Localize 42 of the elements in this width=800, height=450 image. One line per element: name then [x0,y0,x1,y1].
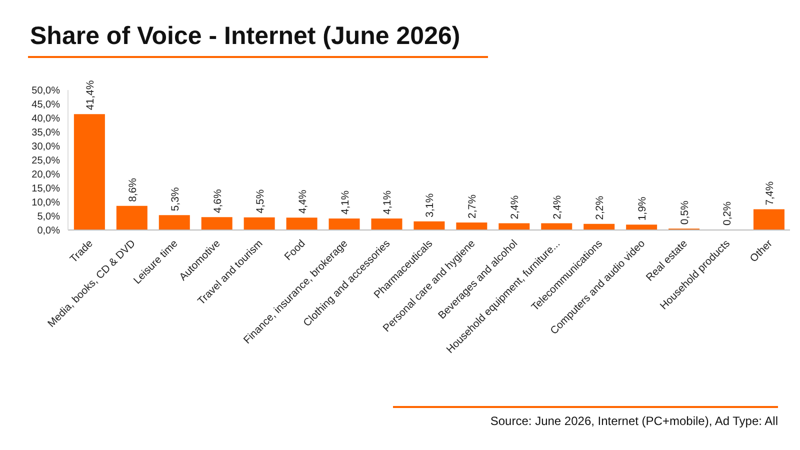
y-tick-label: 0,0% [37,226,60,237]
y-tick-label: 5,0% [37,212,60,223]
bar [753,209,784,230]
source-note: Source: June 2026, Internet (PC+mobile), Ad Type: All [490,414,778,428]
data-label: 7,4% [764,181,776,206]
data-label: 5,3% [169,187,182,212]
bar [286,218,318,230]
y-tick-label: 25,0% [32,156,60,167]
y-tick-label: 15,0% [32,184,60,195]
bar [116,206,148,230]
bar [414,221,445,230]
data-label: 2,4% [509,195,522,220]
bar [456,222,488,230]
data-label: 4,6% [212,189,224,214]
bar [626,224,658,230]
y-tick-label: 45,0% [32,100,60,111]
y-tick-label: 40,0% [32,114,60,125]
bar [328,218,360,230]
data-label: 2,2% [594,196,606,220]
data-label: 0,5% [679,200,692,225]
data-label: 0,2% [722,202,734,226]
y-tick-label: 20,0% [32,170,60,181]
data-label: 41,4% [84,80,96,110]
data-label: 3,1% [424,193,436,218]
y-tick-label: 10,0% [32,198,60,209]
y-tick-label: 50,0% [32,86,60,97]
chart-title: Share of Voice - Internet (June 2026) [30,22,460,51]
bar [201,217,232,230]
data-label: 1,9% [636,196,649,221]
bar [371,218,402,230]
data-label: 4,4% [296,190,309,214]
bar [244,217,275,230]
y-tick-label: 30,0% [32,142,60,153]
bar [74,114,105,230]
bar [158,215,190,230]
data-label: 4,5% [254,189,266,214]
data-label: 8,6% [126,178,139,202]
data-label: 2,4% [552,195,564,220]
data-label: 2,7% [466,194,479,218]
data-label: 4,1% [382,190,394,215]
y-tick-label: 35,0% [32,128,60,139]
data-label: 4,1% [339,190,352,215]
